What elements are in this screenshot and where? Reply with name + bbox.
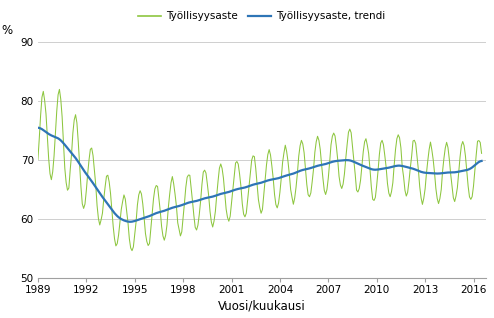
X-axis label: Vuosi/kuukausi: Vuosi/kuukausi: [218, 300, 306, 313]
Legend: Työllisyysaste, Työllisyysaste, trendi: Työllisyysaste, Työllisyysaste, trendi: [134, 7, 390, 25]
Y-axis label: %: %: [1, 24, 12, 37]
